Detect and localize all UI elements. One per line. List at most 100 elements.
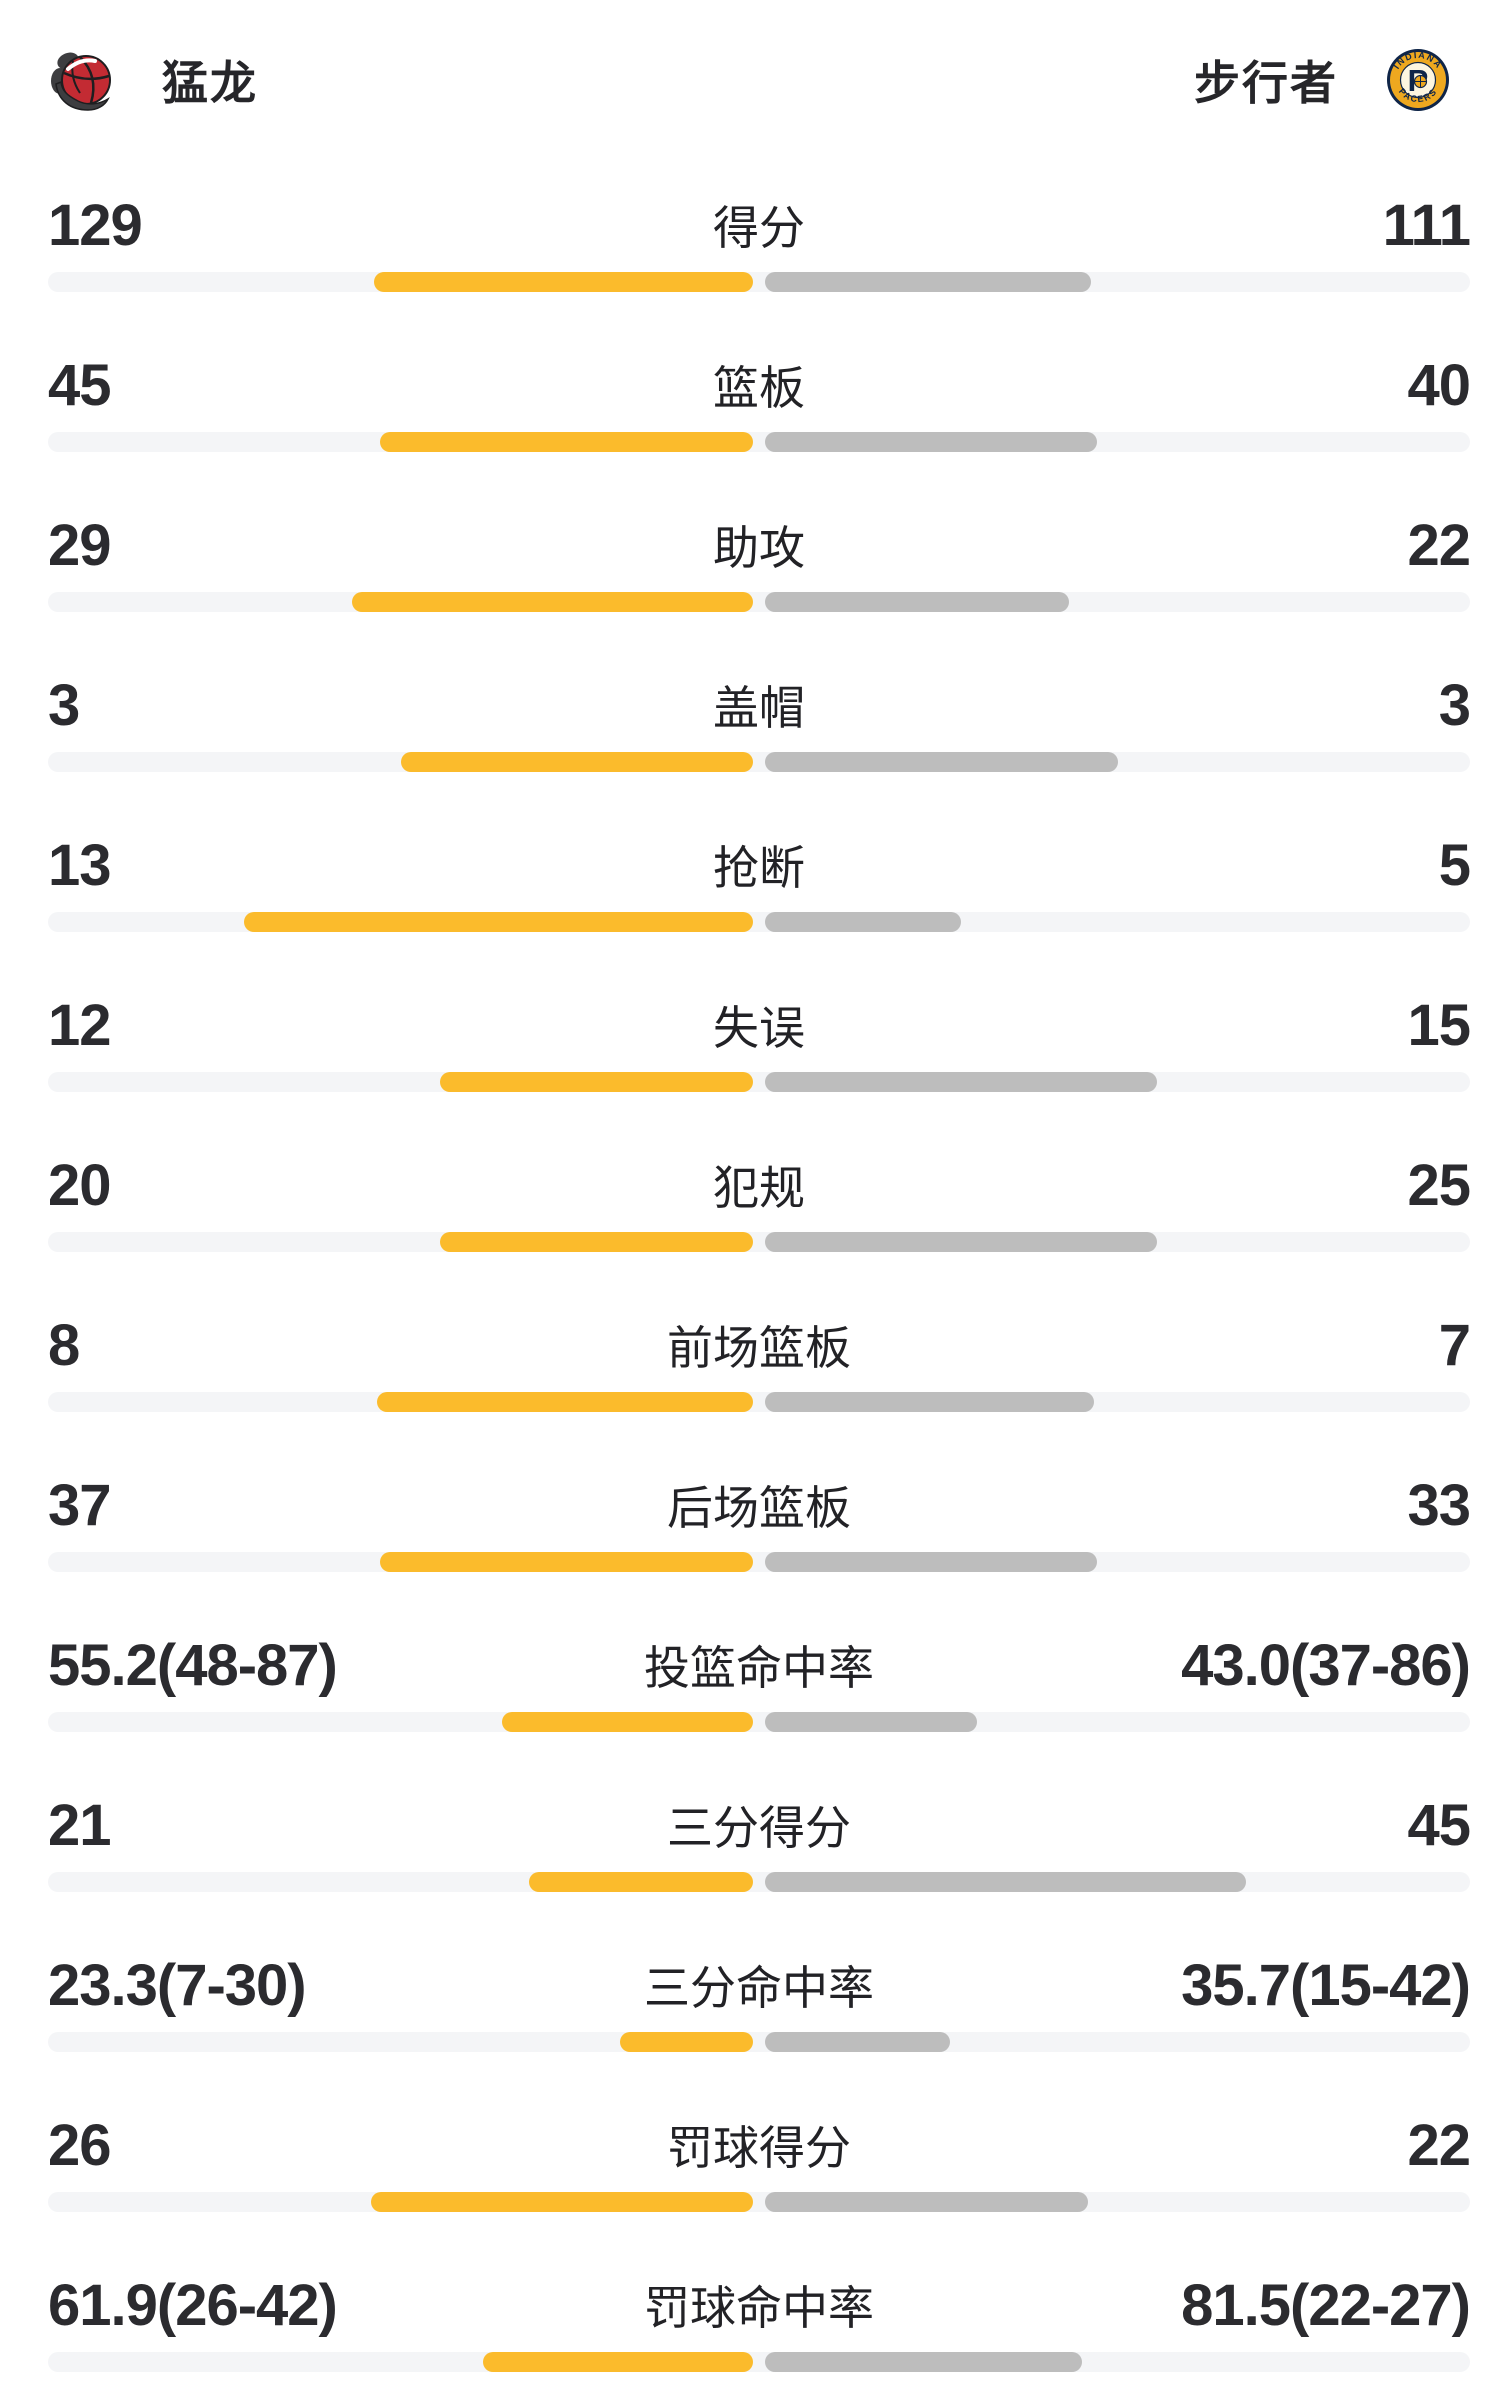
right-team-bar — [765, 1712, 977, 1732]
stat-value-left: 8 — [48, 1312, 80, 1378]
left-team-bar — [528, 1872, 753, 1892]
right-team-bar — [765, 1552, 1098, 1572]
left-team-bar — [483, 2352, 753, 2372]
stat-value-right: 81.5(22-27) — [1181, 2272, 1471, 2338]
stat-label: 得分 — [713, 202, 805, 254]
stat-value-left: 55.2(48-87) — [48, 1632, 338, 1698]
stat-value-right: 3 — [1438, 672, 1471, 738]
left-team-bar — [371, 2192, 753, 2212]
stat-track — [48, 1712, 1470, 1732]
left-team-bar — [439, 1072, 753, 1092]
stat-row-header: 29 助攻 22 — [48, 513, 1471, 578]
stat-value-left: 29 — [48, 512, 112, 578]
stat-value-left: 12 — [48, 992, 112, 1058]
stat-row-header: 13 抢断 5 — [48, 833, 1471, 898]
stat-value-right: 15 — [1407, 992, 1471, 1058]
stat-row: 8 前场篮板 7 — [48, 1313, 1471, 1412]
stat-track — [48, 592, 1470, 612]
stat-row: 3 盖帽 3 — [48, 673, 1471, 772]
stat-row-header: 61.9(26-42) 罚球命中率 81.5(22-27) — [48, 2273, 1471, 2338]
right-team-bar — [765, 752, 1118, 772]
right-team-bar — [765, 2032, 951, 2052]
stat-value-left: 129 — [48, 192, 143, 258]
stat-value-left: 45 — [48, 352, 112, 418]
left-team-bar — [377, 1392, 753, 1412]
right-team-bar — [765, 592, 1070, 612]
right-team-bar — [765, 2192, 1089, 2212]
stat-value-left: 20 — [48, 1152, 112, 1218]
left-team-bar — [439, 1232, 753, 1252]
right-team-bar — [765, 1872, 1246, 1892]
stat-row-header: 3 盖帽 3 — [48, 673, 1471, 738]
stats-list: 129 得分 111 45 篮板 40 29 助攻 22 — [0, 193, 1500, 2372]
stat-row-header: 20 犯规 25 — [48, 1153, 1471, 1218]
stat-value-right: 22 — [1407, 512, 1471, 578]
stat-row-header: 23.3(7-30) 三分命中率 35.7(15-42) — [48, 1953, 1471, 2018]
stat-value-left: 13 — [48, 832, 112, 898]
stat-track — [48, 1872, 1470, 1892]
stat-track — [48, 2192, 1470, 2212]
stat-row: 26 罚球得分 22 — [48, 2113, 1471, 2212]
stat-track — [48, 1232, 1470, 1252]
stat-value-left: 21 — [48, 1792, 112, 1858]
stat-row: 21 三分得分 45 — [48, 1793, 1471, 1892]
stat-row-header: 8 前场篮板 7 — [48, 1313, 1471, 1378]
stat-row: 55.2(48-87) 投篮命中率 43.0(37-86) — [48, 1633, 1471, 1732]
stat-track — [48, 2352, 1470, 2372]
stat-row: 20 犯规 25 — [48, 1153, 1471, 1252]
right-team-bar — [765, 912, 961, 932]
left-team-bar — [374, 272, 753, 292]
stat-row-header: 21 三分得分 45 — [48, 1793, 1471, 1858]
raptors-logo — [51, 52, 111, 111]
stat-row: 129 得分 111 — [48, 193, 1471, 292]
stat-label: 盖帽 — [713, 682, 805, 734]
stat-label: 三分命中率 — [644, 1962, 874, 2014]
stat-value-right: 25 — [1407, 1152, 1471, 1218]
stat-value-left: 61.9(26-42) — [48, 2272, 338, 2338]
stat-track — [48, 272, 1470, 292]
stat-value-left: 37 — [48, 1472, 112, 1538]
stat-row-header: 55.2(48-87) 投篮命中率 43.0(37-86) — [48, 1633, 1471, 1698]
pacers-logo: INDIANA PACERS P — [1387, 49, 1449, 111]
stat-row: 13 抢断 5 — [48, 833, 1471, 932]
stat-row: 29 助攻 22 — [48, 513, 1471, 612]
stat-label: 三分得分 — [667, 1802, 851, 1854]
stat-label: 前场篮板 — [667, 1322, 851, 1374]
stat-value-right: 45 — [1407, 1792, 1471, 1858]
left-team-bar — [502, 1712, 753, 1732]
stat-label: 失误 — [713, 1002, 805, 1054]
right-team-bar — [765, 2352, 1082, 2372]
team-right[interactable]: 步行者 INDIANA PACERS P — [1194, 47, 1450, 113]
left-team-bar — [400, 752, 753, 772]
stat-track — [48, 1552, 1470, 1572]
stat-label: 投篮命中率 — [644, 1642, 874, 1694]
stat-row-header: 129 得分 111 — [48, 193, 1471, 258]
stat-row-header: 45 篮板 40 — [48, 353, 1471, 418]
stat-row: 45 篮板 40 — [48, 353, 1471, 452]
stat-row-header: 12 失误 15 — [48, 993, 1471, 1058]
right-team-bar — [765, 1232, 1157, 1252]
team-left[interactable]: 猛龙 — [50, 47, 258, 113]
team-name-right: 步行者 — [1194, 57, 1338, 109]
stat-label: 罚球得分 — [667, 2122, 851, 2174]
stat-row: 37 后场篮板 33 — [48, 1473, 1471, 1572]
right-team-bar — [765, 1072, 1157, 1092]
stat-track — [48, 432, 1470, 452]
stat-value-left: 23.3(7-30) — [48, 1952, 307, 2018]
stat-track — [48, 2032, 1470, 2052]
stat-value-right: 40 — [1407, 352, 1471, 418]
right-team-bar — [765, 432, 1097, 452]
team-name-left: 猛龙 — [162, 57, 258, 109]
left-team-bar — [379, 432, 753, 452]
stat-track — [48, 912, 1470, 932]
right-team-bar — [765, 1392, 1095, 1412]
stat-row-header: 26 罚球得分 22 — [48, 2113, 1471, 2178]
stat-row: 12 失误 15 — [48, 993, 1471, 1092]
stat-value-right: 111 — [1382, 192, 1471, 258]
stat-row: 23.3(7-30) 三分命中率 35.7(15-42) — [48, 1953, 1471, 2052]
stat-value-right: 35.7(15-42) — [1181, 1952, 1471, 2018]
stat-value-right: 7 — [1438, 1312, 1471, 1378]
stat-row-header: 37 后场篮板 33 — [48, 1473, 1471, 1538]
stat-label: 抢断 — [713, 842, 805, 894]
